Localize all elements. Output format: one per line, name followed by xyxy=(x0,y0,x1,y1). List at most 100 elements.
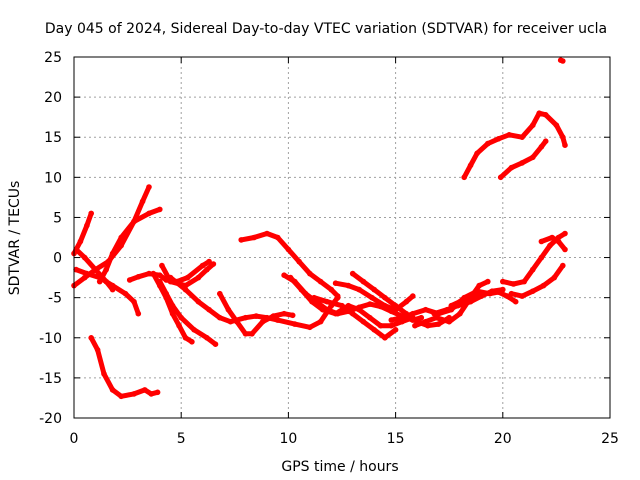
data-point xyxy=(73,266,79,273)
data-point xyxy=(431,310,438,317)
data-point xyxy=(154,389,161,396)
data-point xyxy=(461,174,468,181)
data-point xyxy=(159,262,165,269)
data-point xyxy=(142,387,148,393)
data-point xyxy=(360,278,367,285)
data-point xyxy=(146,270,152,277)
data-point xyxy=(510,281,517,287)
data-point xyxy=(500,278,506,285)
data-point xyxy=(157,272,163,279)
data-point xyxy=(131,391,137,397)
chart-title: Day 045 of 2024, Sidereal Day-to-day VTE… xyxy=(45,21,607,37)
data-point xyxy=(377,322,384,329)
data-point xyxy=(317,318,324,325)
data-point xyxy=(538,238,545,245)
data-point xyxy=(540,282,547,289)
data-point xyxy=(369,294,375,301)
x-tick-label: 10 xyxy=(279,431,297,447)
data-series-group xyxy=(71,57,568,400)
data-point xyxy=(478,293,485,299)
data-point xyxy=(206,258,212,265)
data-point xyxy=(367,301,373,307)
data-point xyxy=(289,312,296,319)
data-point xyxy=(403,298,410,305)
data-point xyxy=(319,306,326,313)
data-point xyxy=(84,270,90,277)
data-point xyxy=(217,290,223,297)
data-point xyxy=(332,310,339,317)
data-point xyxy=(538,254,545,261)
data-point xyxy=(242,314,249,321)
data-point xyxy=(549,234,555,241)
data-point xyxy=(418,314,425,321)
data-point xyxy=(234,318,240,325)
data-point xyxy=(538,144,545,150)
data-point xyxy=(150,270,157,277)
y-tick-label: -20 xyxy=(39,411,62,427)
data-point xyxy=(560,134,566,140)
data-point xyxy=(399,314,405,321)
data-point xyxy=(474,290,480,297)
data-point xyxy=(489,288,495,295)
x-tick-label: 25 xyxy=(601,431,619,447)
data-point xyxy=(126,277,133,283)
data-point xyxy=(542,112,549,118)
data-point xyxy=(444,306,450,313)
data-point xyxy=(519,160,525,166)
y-tick-label: 10 xyxy=(44,170,62,186)
data-point xyxy=(562,246,568,253)
series-arc-27 xyxy=(538,235,568,252)
data-point xyxy=(103,266,109,273)
data-point xyxy=(167,274,174,281)
data-point xyxy=(259,318,266,325)
data-point xyxy=(485,278,491,285)
data-point xyxy=(485,140,491,147)
data-point xyxy=(169,302,176,309)
data-point xyxy=(388,322,395,329)
x-axis-label: GPS time / hours xyxy=(281,459,398,475)
data-point xyxy=(206,306,212,313)
data-point xyxy=(371,286,378,293)
data-point xyxy=(311,294,317,301)
data-point xyxy=(360,318,367,325)
data-point xyxy=(504,293,510,299)
data-point xyxy=(332,280,339,287)
y-tick-label: 15 xyxy=(44,130,62,146)
data-point xyxy=(530,266,536,273)
data-point xyxy=(495,136,502,142)
axis-ticks: 0 5 10 15 20 25 -20 -15 -10 -5 0 5 10 15 20 25 xyxy=(39,50,619,447)
data-point xyxy=(81,254,88,261)
data-point xyxy=(324,298,330,305)
data-point xyxy=(139,198,146,205)
data-point xyxy=(169,310,176,317)
data-point xyxy=(118,393,124,400)
data-point xyxy=(249,331,255,337)
data-point xyxy=(148,391,154,397)
data-point xyxy=(77,238,84,245)
data-point xyxy=(555,238,562,245)
data-point xyxy=(109,282,116,289)
y-tick-label: -5 xyxy=(48,291,62,307)
data-point xyxy=(334,293,341,299)
data-point xyxy=(298,286,305,293)
data-point xyxy=(328,286,335,293)
data-point xyxy=(182,286,189,293)
data-point xyxy=(508,164,515,171)
data-point xyxy=(178,314,184,321)
data-point xyxy=(446,318,453,325)
data-point xyxy=(204,335,210,341)
x-tick-label: 0 xyxy=(70,431,79,447)
data-point xyxy=(422,306,429,313)
x-tick-label: 20 xyxy=(494,431,512,447)
data-point xyxy=(285,246,292,253)
series-arc-06 xyxy=(88,335,161,399)
data-point xyxy=(199,262,206,269)
data-point xyxy=(88,210,94,217)
data-point xyxy=(457,310,463,317)
data-point xyxy=(410,310,416,317)
data-point xyxy=(562,230,568,237)
data-point xyxy=(264,230,270,237)
data-point xyxy=(457,298,463,305)
data-point xyxy=(345,282,352,289)
data-point xyxy=(519,293,525,299)
